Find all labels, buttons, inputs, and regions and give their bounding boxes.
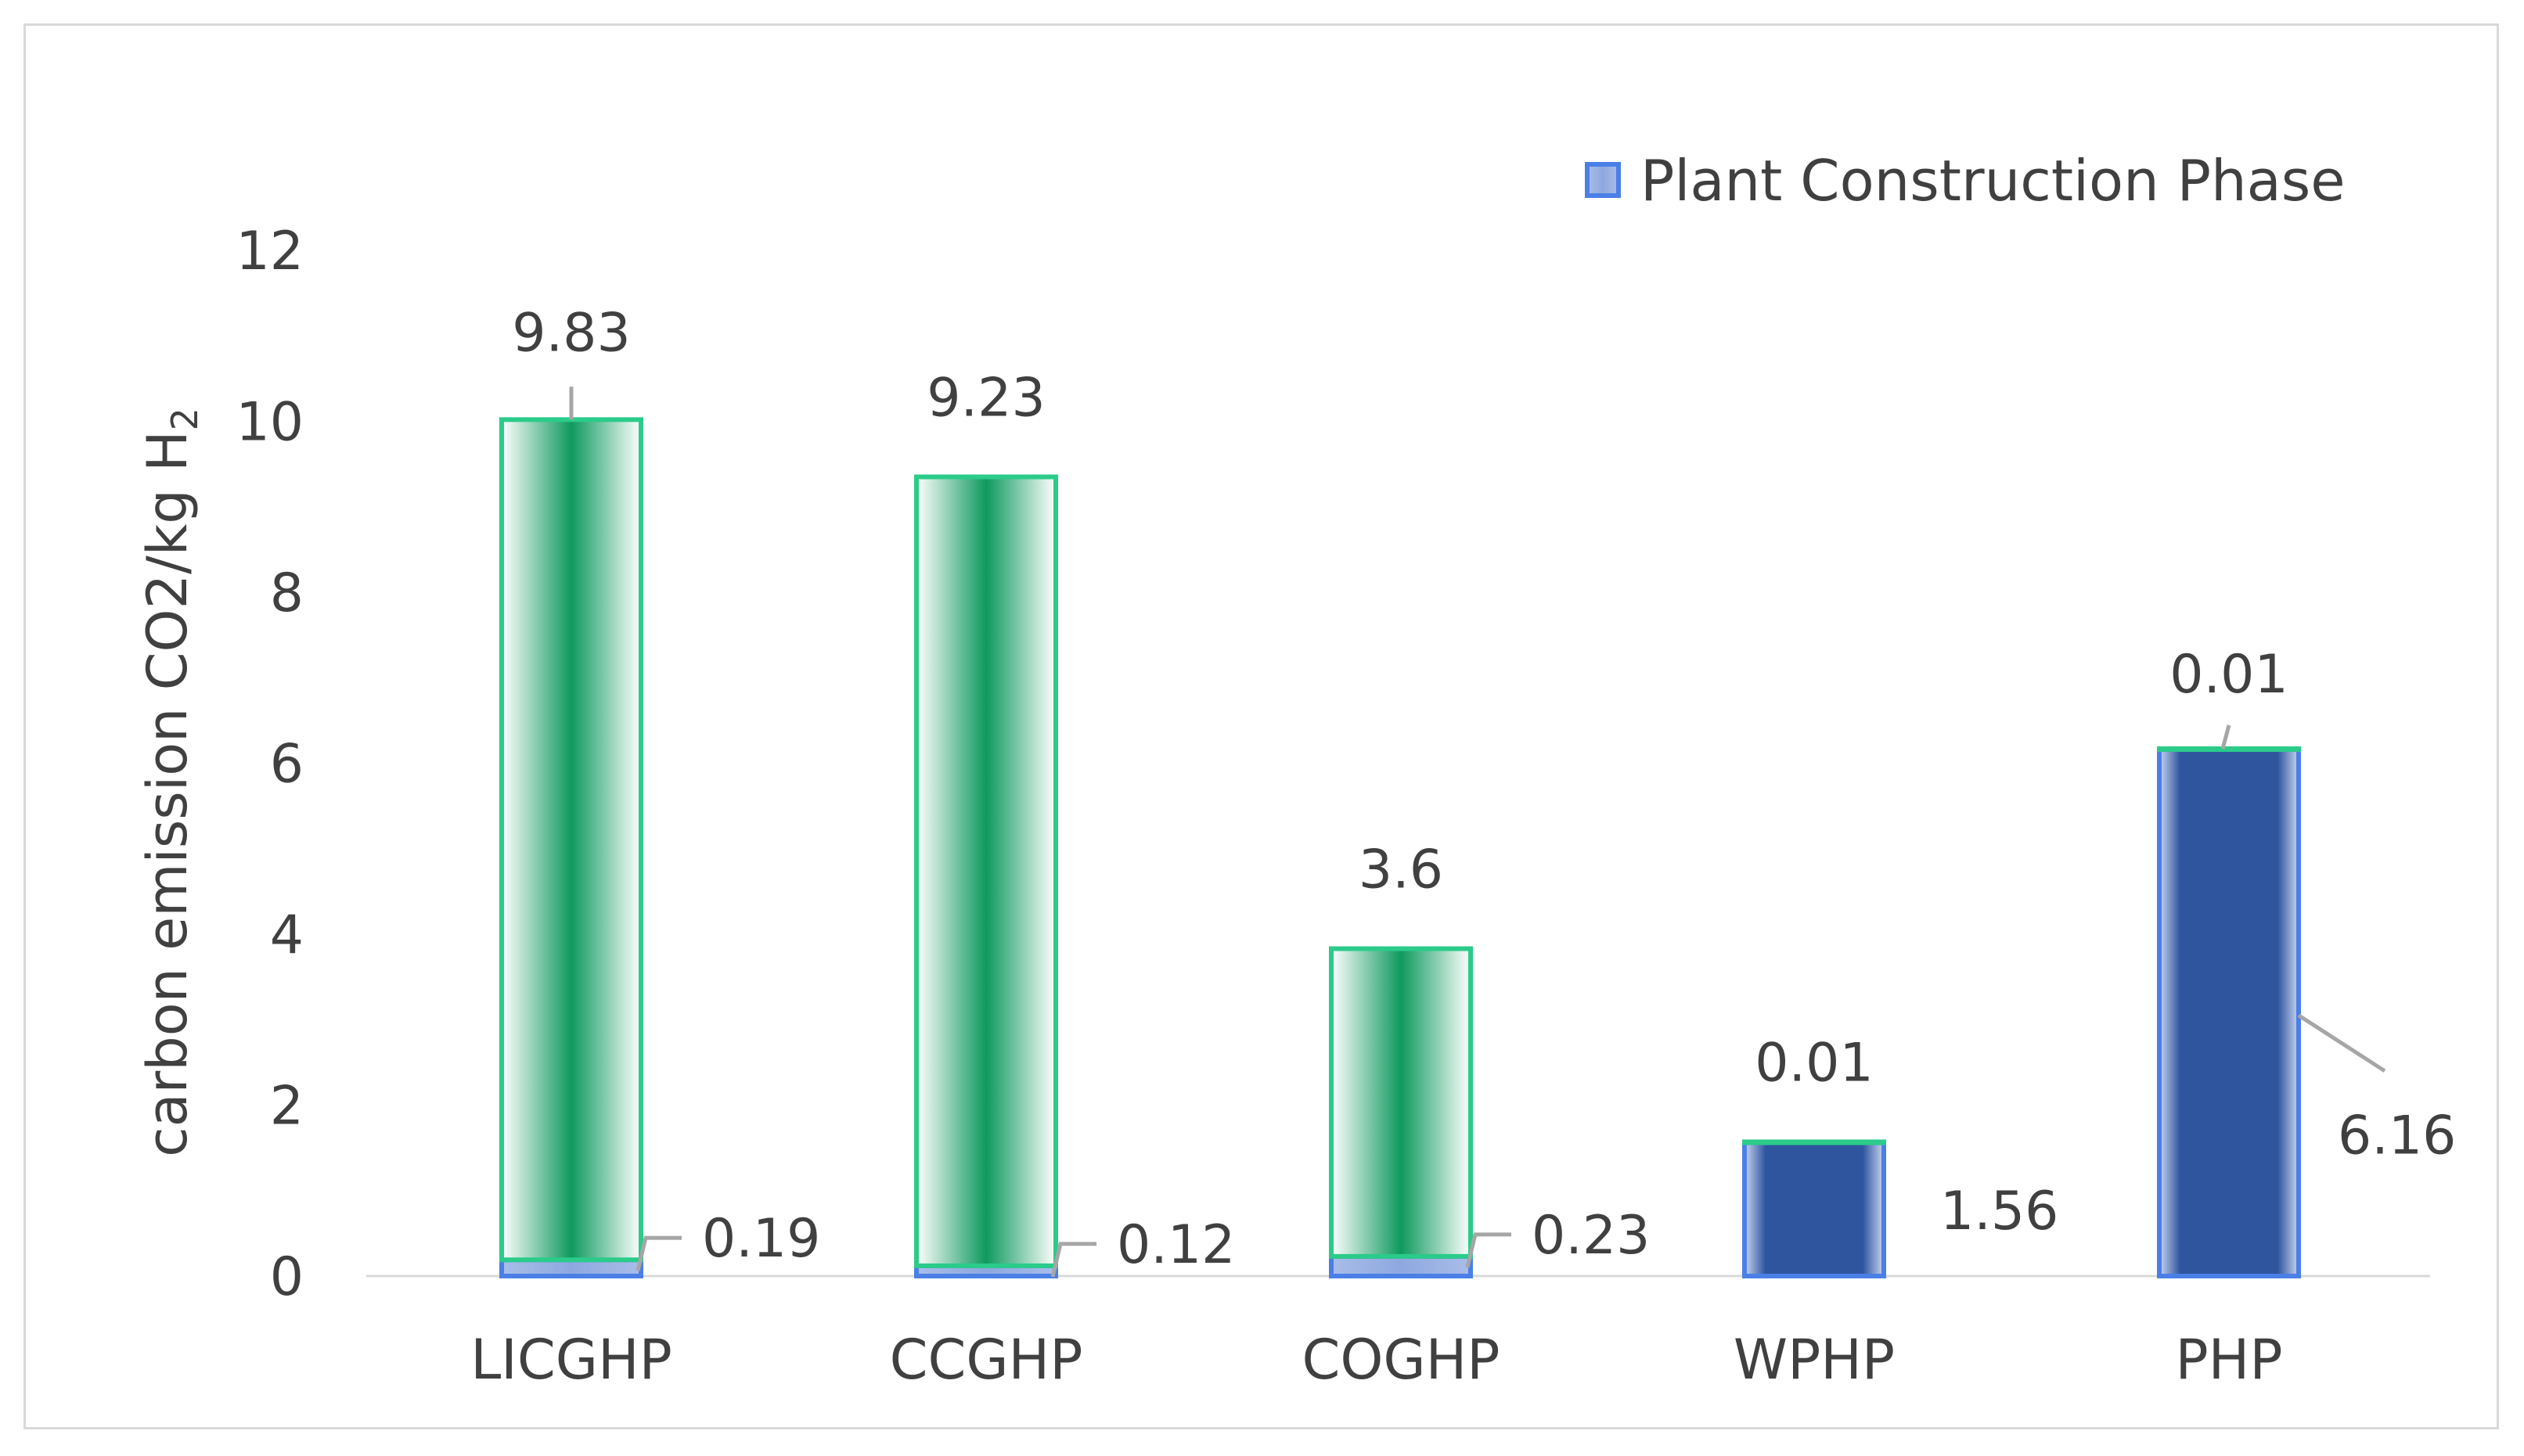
bars-layer — [499, 417, 2301, 1279]
data-label-top-segment: 9.83 — [512, 302, 630, 364]
y-tick-label: 4 — [270, 904, 304, 966]
data-labels-layer: 0.19 9.83 0.12 9.23 0.23 3.6 1.56 0.01 6.16 0.01 — [512, 302, 2456, 1276]
data-label-top-segment: 9.23 — [927, 368, 1045, 430]
x-category-label: COGHP — [1302, 1328, 1500, 1392]
leader-line — [1465, 1232, 1511, 1268]
bar-plant-construction — [1329, 1253, 1473, 1279]
y-tick-label: 2 — [270, 1076, 304, 1138]
data-label-plant-construction: 0.12 — [1117, 1214, 1235, 1276]
y-tick-label: 12 — [236, 221, 304, 282]
y-axis-title: carbon emission CO2/kg H2 — [135, 408, 206, 1157]
bar-top-segment — [1329, 946, 1473, 1259]
y-tick-label: 6 — [270, 734, 304, 796]
x-category-label: LICGHP — [470, 1328, 672, 1392]
data-label-top-segment: 0.01 — [2169, 644, 2288, 706]
data-label-plant-construction: 0.19 — [702, 1208, 820, 1270]
data-label-plant-construction: 1.56 — [1940, 1181, 2058, 1242]
bar-top-segment — [2157, 746, 2301, 753]
leader-line — [2297, 1013, 2386, 1073]
bar-top-segment — [1742, 1139, 1886, 1145]
x-category-label: PHP — [2175, 1328, 2282, 1392]
data-label-top-segment: 3.6 — [1359, 839, 1443, 901]
data-label-plant-construction: 0.23 — [1532, 1205, 1650, 1267]
x-category-label: WPHP — [1734, 1328, 1895, 1392]
bar-plant-construction — [1742, 1140, 1886, 1278]
y-axis-ticks: 0 2 4 6 8 10 12 — [236, 221, 304, 1308]
leader-line — [2220, 724, 2231, 750]
bar-top-segment — [499, 417, 643, 1263]
leader-lines-layer — [569, 386, 2386, 1278]
bar-plant-construction — [499, 1257, 643, 1279]
leader-line — [1050, 1242, 1096, 1278]
leader-line — [636, 1235, 682, 1271]
bar-plant-construction — [2157, 747, 2301, 1278]
data-label-top-segment: 0.01 — [1755, 1032, 1873, 1094]
legend-swatch-plant-construction — [1585, 162, 1621, 198]
data-label-plant-construction: 6.16 — [2338, 1105, 2456, 1167]
x-axis-categories: LICGHP CCGHP COGHP WPHP PHP — [470, 1328, 2282, 1392]
y-tick-label: 10 — [236, 392, 304, 454]
y-tick-label: 0 — [270, 1246, 304, 1308]
y-tick-label: 8 — [270, 563, 304, 624]
chart-frame — [23, 23, 2499, 1429]
bar-top-segment — [914, 474, 1058, 1268]
legend-label-plant-construction: Plant Construction Phase — [1640, 148, 2346, 214]
x-category-label: CCGHP — [890, 1328, 1083, 1392]
legend: Plant Construction Phase — [1585, 148, 2346, 214]
